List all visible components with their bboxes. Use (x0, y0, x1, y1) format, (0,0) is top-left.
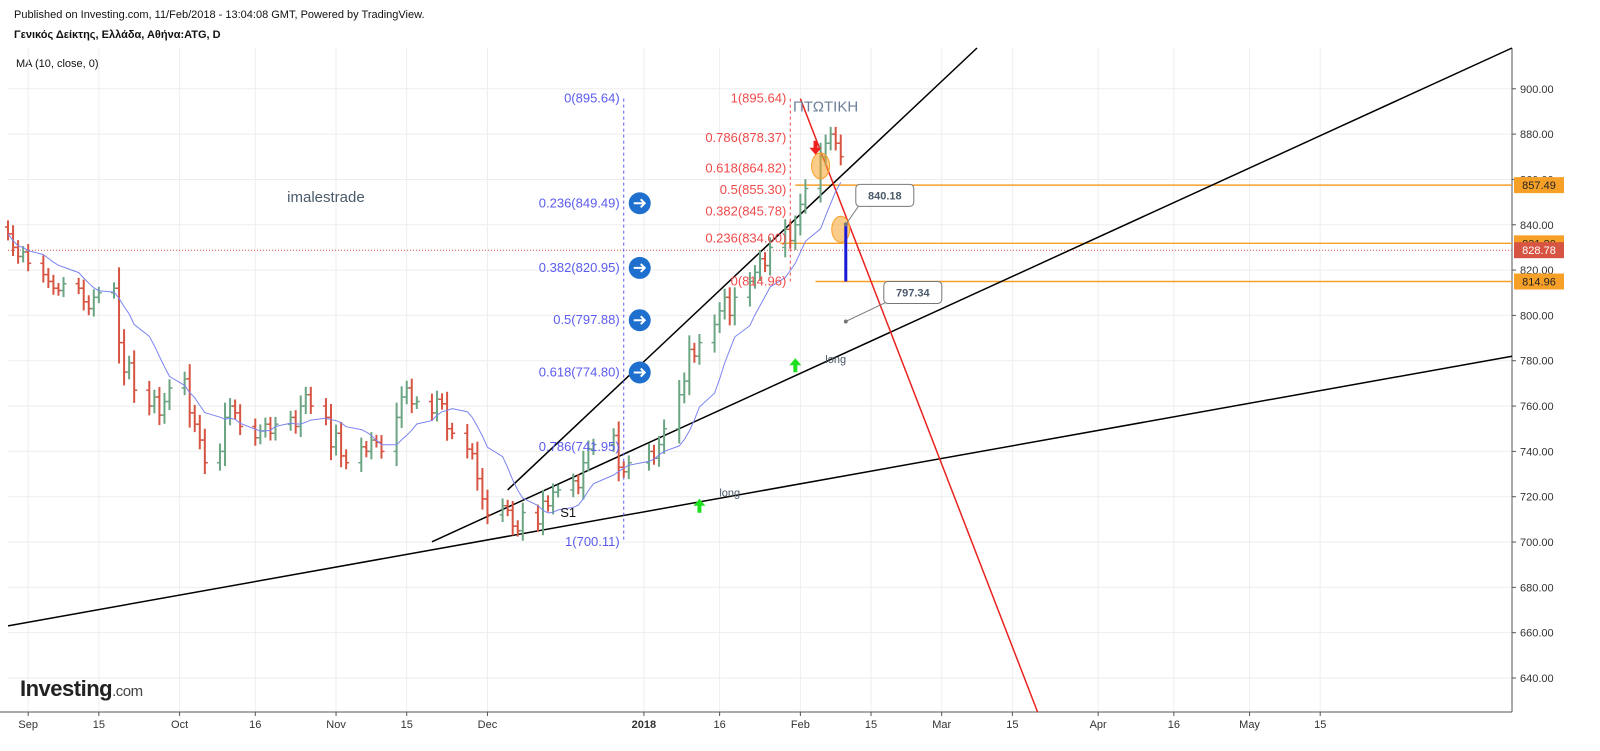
last-price-tag-text: 828.78 (1522, 245, 1556, 257)
x-tick-label: 15 (93, 719, 105, 731)
x-tick-label: 2018 (632, 719, 656, 731)
y-tick-label: 880.00 (1520, 129, 1554, 141)
arrow-right-icon-glyph (633, 367, 647, 378)
falling-trend-line (799, 98, 1039, 713)
fib-right-label: 0.618(864.82) (705, 161, 786, 176)
y-tick-label: 740.00 (1520, 446, 1554, 458)
callout-box (855, 183, 915, 207)
annotation-text: S1 (560, 505, 576, 520)
arrow-up-icon (693, 498, 706, 513)
publish-line: Published on Investing.com, 11/Feb/2018 … (14, 9, 425, 21)
annotation-text: long (719, 488, 740, 500)
y-tick-label: 700.00 (1520, 537, 1554, 549)
arrow-up-icon (789, 358, 802, 373)
annotation-text: long (825, 354, 846, 366)
annotation-text: ΠΤΩΤΙΚΗ (793, 98, 858, 115)
y-tick-label: 680.00 (1520, 582, 1554, 594)
x-tick-label: Sep (18, 719, 38, 731)
fib-right-label: 0.786(878.37) (705, 130, 786, 145)
callout-box (883, 280, 943, 304)
fib-right-label: 0(814.96) (731, 274, 787, 289)
symbol-title: Γενικός Δείκτης, Ελλάδα, Αθήνα:ATG, D (14, 29, 221, 41)
callout-label: 840.18 (868, 190, 902, 202)
fib-left-label: 0.786(741.95) (539, 439, 620, 454)
x-tick-label: Mar (932, 719, 951, 731)
fib-left-label: 0.382(820.95) (539, 260, 620, 275)
y-tick-label: 720.00 (1520, 492, 1554, 504)
x-tick-label: Feb (791, 719, 810, 731)
x-tick-label: 15 (401, 719, 413, 731)
trend-line-lower-support (7, 355, 1513, 627)
x-tick-label: 16 (713, 719, 725, 731)
fib-right-label: 1(895.64) (731, 91, 787, 106)
price-tag (1514, 177, 1564, 194)
x-tick-label: 16 (249, 719, 261, 731)
x-tick-label: Nov (326, 719, 346, 731)
logo-suffix: .com (112, 683, 143, 700)
fib-right-label: 0.5(855.30) (720, 182, 787, 197)
y-tick-label: 800.00 (1520, 310, 1554, 322)
moving-average-line (7, 181, 842, 514)
fib-left-label: 0(895.64) (564, 91, 620, 106)
x-tick-label: Dec (478, 719, 498, 731)
y-tick-label: 760.00 (1520, 401, 1554, 413)
price-tag-text: 814.96 (1522, 277, 1556, 289)
y-tick-label: 780.00 (1520, 356, 1554, 368)
annotation-text: imalestrade (287, 189, 365, 206)
y-tick-label: 660.00 (1520, 628, 1554, 640)
arrow-right-icon-glyph (633, 263, 647, 273)
fib-left-label: 0.236(849.49) (539, 195, 620, 210)
x-tick-label: Apr (1090, 719, 1107, 731)
y-tick-label: 900.00 (1520, 84, 1554, 96)
highlight-ellipse (811, 152, 831, 180)
last-price-tag (1514, 242, 1564, 259)
fib-left-label: 0.618(774.80) (539, 365, 620, 380)
callout-anchor (843, 222, 848, 227)
trend-line-steep-support (507, 47, 978, 491)
x-tick-label: May (1239, 719, 1260, 731)
y-tick-label: 640.00 (1520, 673, 1554, 685)
x-tick-label: 15 (1006, 719, 1018, 731)
indicator-legend[interactable]: MA (10, close, 0) (16, 58, 99, 70)
callout-label: 797.34 (896, 287, 931, 299)
x-tick-label: 15 (865, 719, 877, 731)
trend-line-middle-support (431, 47, 1513, 543)
arrow-right-icon-glyph (633, 198, 647, 208)
arrow-right-icon-glyph (633, 315, 647, 325)
y-tick-label: 840.00 (1520, 220, 1554, 232)
fib-right-label: 0.236(834.00) (705, 230, 786, 245)
x-tick-label: 16 (1168, 719, 1180, 731)
price-tag-text: 857.49 (1522, 180, 1556, 192)
arrow-down-icon (809, 140, 822, 155)
fib-right-label: 0.382(845.78) (705, 204, 786, 219)
fib-left-label: 0.5(797.88) (553, 312, 620, 327)
x-tick-label: Oct (171, 719, 188, 731)
price-tag (1514, 273, 1564, 290)
fib-left-label: 1(700.11) (565, 534, 620, 549)
x-tick-label: 15 (1314, 719, 1326, 731)
logo-brand: Investing (20, 676, 113, 701)
callout-pointer (845, 300, 889, 322)
investing-logo: Investing.com (20, 676, 143, 702)
callout-anchor (843, 319, 848, 324)
callout-pointer (845, 204, 861, 225)
